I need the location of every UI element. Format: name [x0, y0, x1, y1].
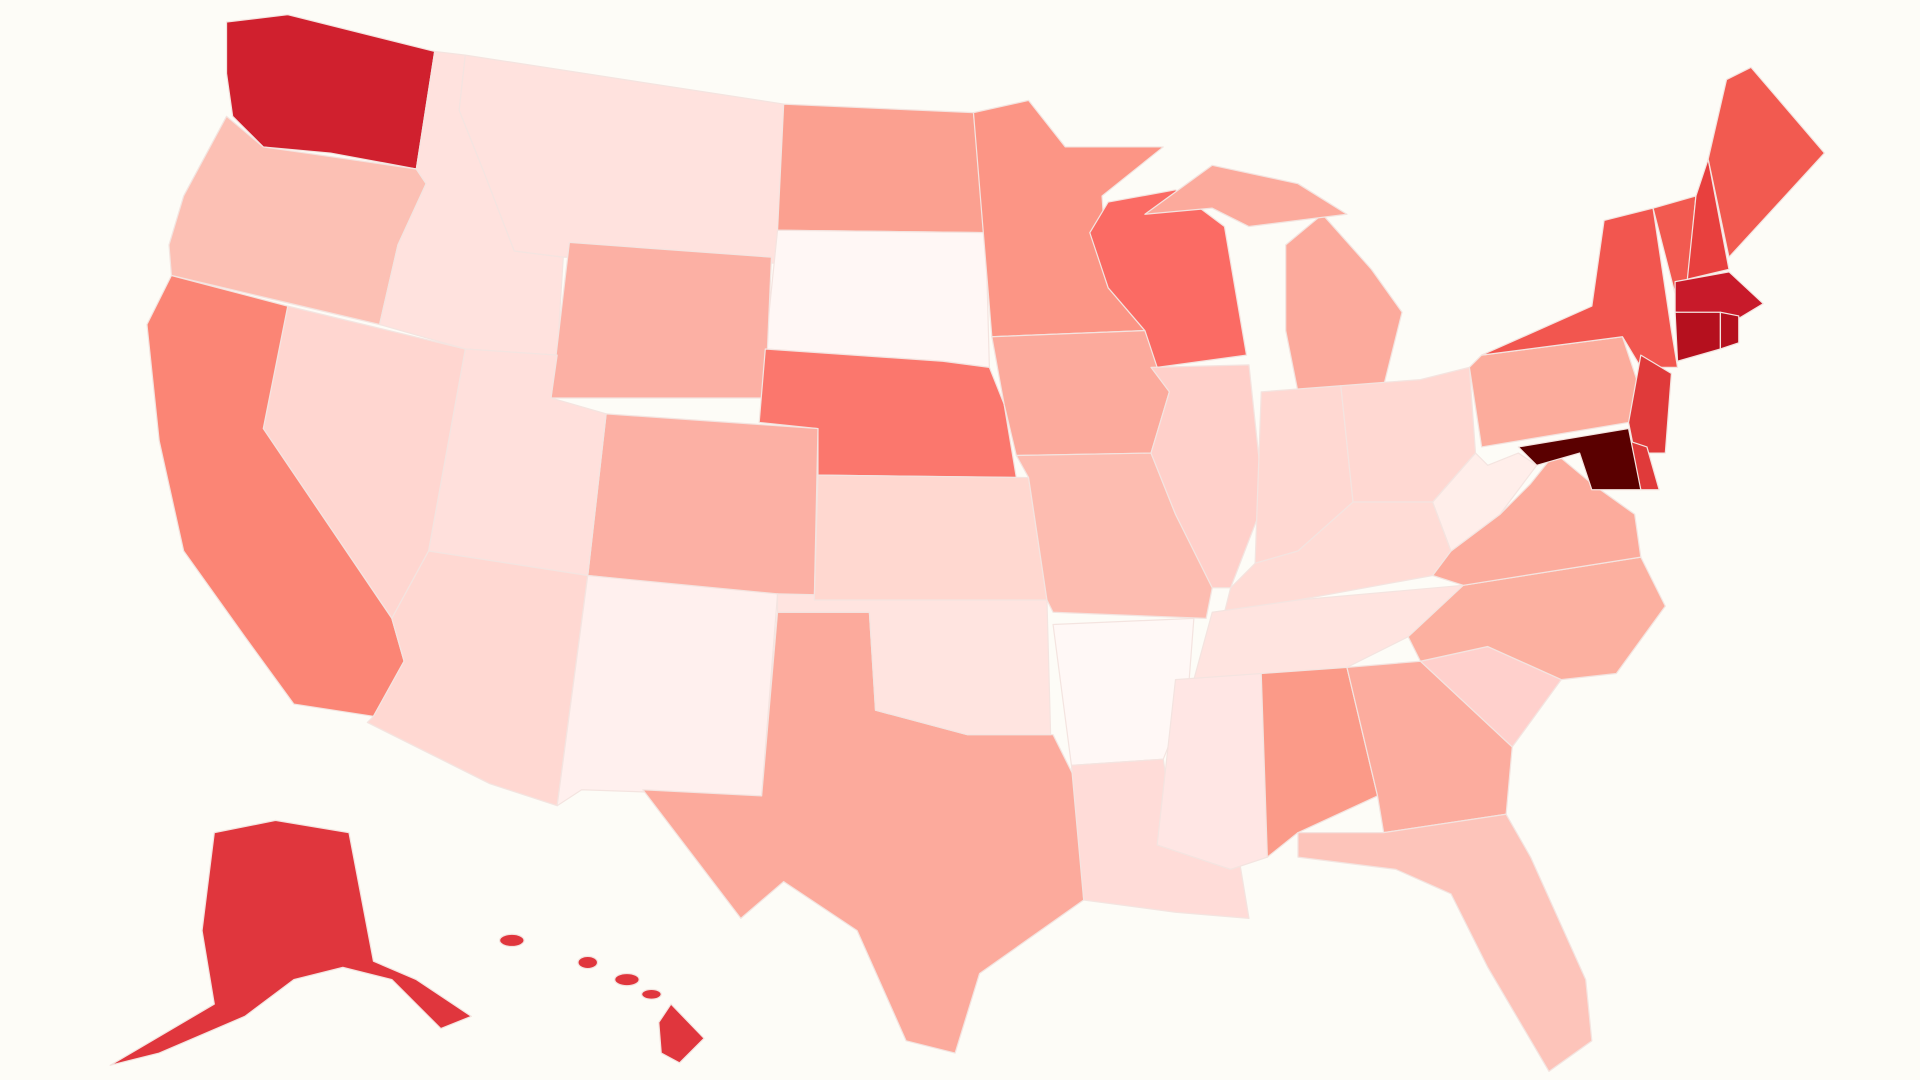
state	[764, 229, 990, 368]
state	[1297, 813, 1593, 1073]
state	[556, 574, 779, 807]
state	[1150, 364, 1265, 589]
state	[776, 593, 1052, 736]
state	[225, 14, 436, 170]
state	[991, 330, 1171, 457]
state	[550, 241, 773, 399]
state	[1260, 666, 1379, 858]
state	[1481, 207, 1679, 368]
state	[1719, 311, 1740, 350]
state	[1674, 271, 1764, 319]
state	[146, 274, 405, 717]
state	[776, 103, 987, 234]
state	[587, 413, 819, 601]
state	[1156, 672, 1268, 870]
state	[109, 819, 473, 1066]
state	[641, 988, 662, 1000]
state	[614, 972, 640, 987]
state	[1285, 213, 1403, 393]
state	[1517, 427, 1642, 491]
state	[498, 933, 525, 948]
state	[1144, 164, 1348, 228]
state	[1432, 452, 1538, 552]
states	[109, 14, 1826, 1073]
state	[1707, 66, 1826, 258]
state	[1627, 354, 1673, 454]
state	[658, 1003, 705, 1064]
state	[577, 955, 599, 970]
state	[813, 474, 1048, 601]
state	[1686, 158, 1730, 280]
